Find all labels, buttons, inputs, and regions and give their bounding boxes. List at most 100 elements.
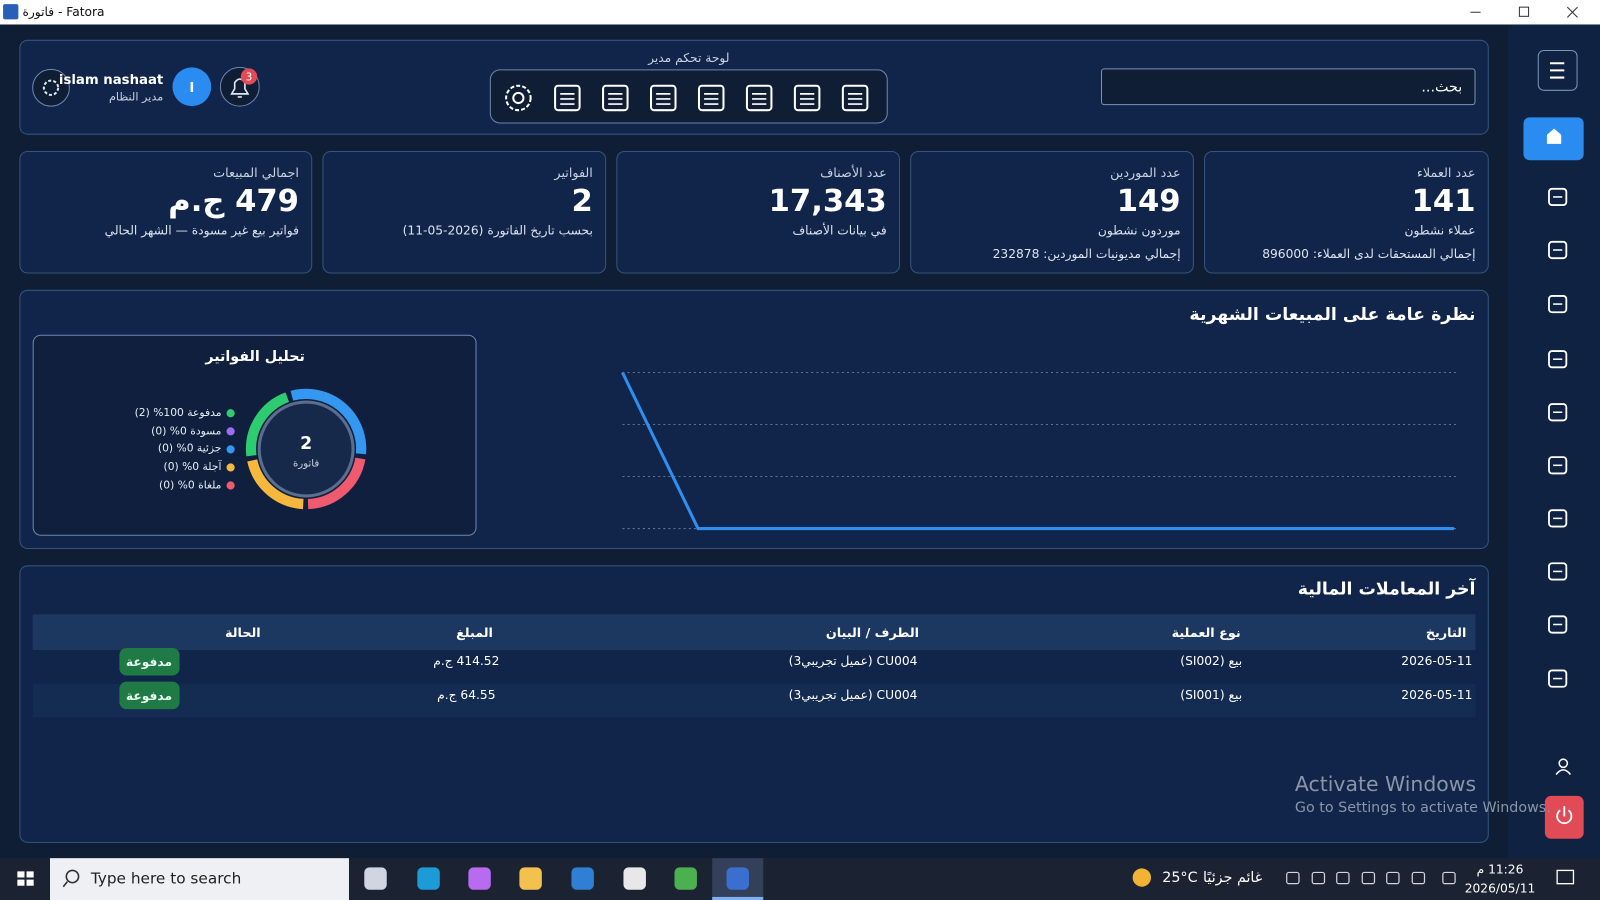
avatar-initial: I [189,81,194,96]
stat-subtitle: عملاء نشطون [1404,223,1476,238]
legend-label: آجلة 0% (0) [163,461,222,474]
sidebar-icon[interactable] [1548,509,1568,528]
taskbar-app-icon[interactable] [726,867,749,890]
notification-center-icon[interactable] [1556,869,1575,885]
sidebar-icon[interactable] [1548,187,1568,207]
stat-title: عدد الأصناف [820,164,887,181]
table-row-band [32,683,1476,718]
search-placeholder[interactable]: بحث... [1421,79,1463,96]
stat-card [1204,151,1489,274]
cell: 64.55 ج.م [437,687,496,702]
search-icon-handle [62,881,68,888]
toolbar-icon[interactable] [505,84,532,112]
watermark-text: Go to Settings to activate Windows. [1294,799,1551,816]
stat-value: 141 [1411,183,1476,220]
sidebar [1508,24,1600,859]
stat-value: 17,343 [768,183,887,220]
menu-button[interactable] [1537,49,1578,91]
stat-footer: إجمالي المستحقات لدى العملاء: 896000 [1262,246,1476,262]
stat-title: الفواتير [554,164,593,181]
taskbar-app-icon[interactable] [623,867,646,890]
toolbar-icon[interactable] [602,84,629,112]
legend-label: ملغاة 0% (0) [159,479,222,492]
restore-icon[interactable] [1518,6,1530,17]
start-icon[interactable] [17,871,34,886]
toolbar-icon[interactable] [697,84,725,112]
sidebar-icon[interactable] [1548,669,1568,688]
stat-card [616,151,900,274]
donut-inner [257,400,355,498]
settings-button[interactable] [32,68,70,107]
user-name: islam nashaat [58,72,164,88]
sidebar-icon[interactable] [1548,615,1568,634]
column-header: التاريخ [1425,624,1467,641]
logout-button[interactable] [1544,795,1584,839]
tray-icon[interactable] [1386,871,1400,885]
taskbar-app-icon[interactable] [364,867,387,890]
sidebar-icon[interactable] [1548,350,1568,369]
stat-subtitle: بحسب تاريخ الفاتورة (2026-05-11) [402,223,593,238]
taskbar-app-icon[interactable] [674,867,697,890]
status-label: مدفوعة [125,688,173,703]
sidebar-icon[interactable] [1548,294,1568,314]
donut-ring-segment [290,388,367,455]
bell-icon [230,78,250,98]
notification-count: 3 [246,73,252,84]
toolbar-icon-detail [847,93,863,105]
stat-title: عدد الموردين [1110,164,1181,181]
donut-ring-segment [247,459,304,510]
table-header [32,614,1476,650]
stat-card [19,151,313,274]
settings-icon [42,79,60,96]
legend-label: مدفوعة 100% (2) [134,406,222,420]
toolbar-icon[interactable] [841,84,869,112]
taskbar-search-text[interactable]: Type here to search [90,869,242,888]
tray-icon[interactable] [1311,871,1326,885]
cell: 2026-05-11 [1401,687,1473,702]
table-title: آخر المعاملات المالية [1297,579,1476,600]
sidebar-icon[interactable] [1548,562,1568,581]
taskbar-app-icon[interactable] [468,867,491,890]
donut-ring-segment [307,457,366,510]
sidebar-icon[interactable] [1548,403,1568,422]
tray-icon[interactable] [1361,871,1376,885]
stat-value: 149 [1116,183,1181,220]
taskbar-search[interactable] [49,858,349,900]
close-icon[interactable] [1566,6,1578,18]
column-header: المبلغ [456,624,493,641]
tray-icon[interactable] [1286,871,1300,885]
column-header: نوع العملية [1171,624,1241,641]
user-icon[interactable] [1558,758,1569,769]
toolbar-icon[interactable] [745,84,773,112]
toolbar-icon[interactable] [649,84,677,112]
donut-title: تحليل الفواتير [205,348,305,365]
cell: CU004 (عميل تجريبي3) [788,653,918,669]
sales-line [621,371,1455,531]
toolbar-label: لوحة تحكم مدير [648,50,730,66]
stat-footer: إجمالي مديونيات الموردين: 232878 [992,246,1181,262]
status-label: مدفوعة [125,654,173,670]
taskbar-app-icon[interactable] [519,867,542,890]
home-icon [1546,128,1562,144]
sidebar-icon[interactable] [1548,240,1568,260]
tray-icon[interactable] [1336,871,1350,885]
temperature: 25°C [1162,870,1198,887]
search-box[interactable] [1101,68,1476,106]
legend-dot [226,409,235,418]
tray-icon[interactable] [1442,871,1456,885]
legend-dot [226,481,235,490]
title-bar [0,0,1600,25]
toolbar-icon[interactable] [554,84,581,112]
toolbar-icon-detail [608,93,623,105]
taskbar-app-icon[interactable] [571,867,594,890]
avatar [172,67,212,107]
stat-title: عدد العملاء [1416,164,1476,181]
watermark-title: Activate Windows [1294,771,1477,796]
status-badge [119,681,180,710]
taskbar-app-icon[interactable] [417,867,440,890]
toolbar-icon[interactable] [793,84,821,112]
tray-icon[interactable] [1411,871,1426,885]
sidebar-icon[interactable] [1548,456,1568,475]
user-role: مدير النظام [108,90,164,104]
